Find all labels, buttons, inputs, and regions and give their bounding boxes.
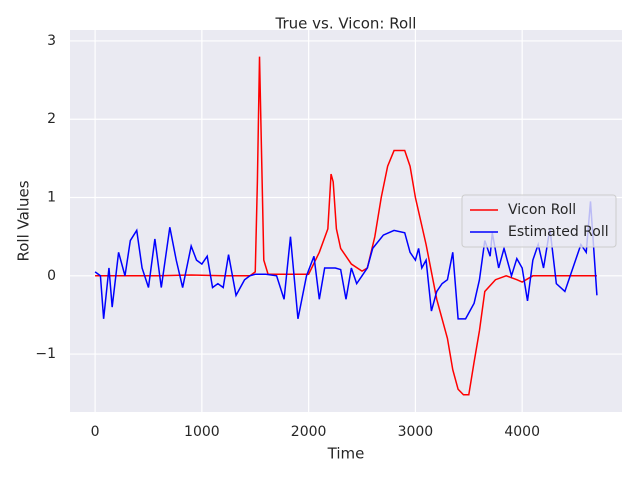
chart-title: True vs. Vicon: Roll xyxy=(275,15,417,33)
y-tick-label: −1 xyxy=(35,346,56,362)
y-tick-label: 3 xyxy=(47,33,56,49)
x-axis-label: Time xyxy=(327,445,365,463)
legend: Vicon Roll Estimated Roll xyxy=(461,194,617,248)
line xyxy=(95,56,597,396)
x-tick-label: 3000 xyxy=(398,424,434,440)
y-tick-label: 2 xyxy=(47,111,56,127)
x-tick-label: 1000 xyxy=(184,424,220,440)
y-tick-label: 1 xyxy=(47,190,56,206)
y-axis-label: Roll Values xyxy=(15,180,33,261)
legend-label: Vicon Roll xyxy=(508,202,576,218)
line xyxy=(94,201,598,320)
x-tick-label: 2000 xyxy=(291,424,327,440)
legend-box xyxy=(461,194,617,248)
x-tick-label: 4000 xyxy=(504,424,540,440)
legend-label: Estimated Roll xyxy=(508,224,609,240)
y-tick-label: 0 xyxy=(47,268,56,284)
x-tick-label: 0 xyxy=(91,424,100,440)
